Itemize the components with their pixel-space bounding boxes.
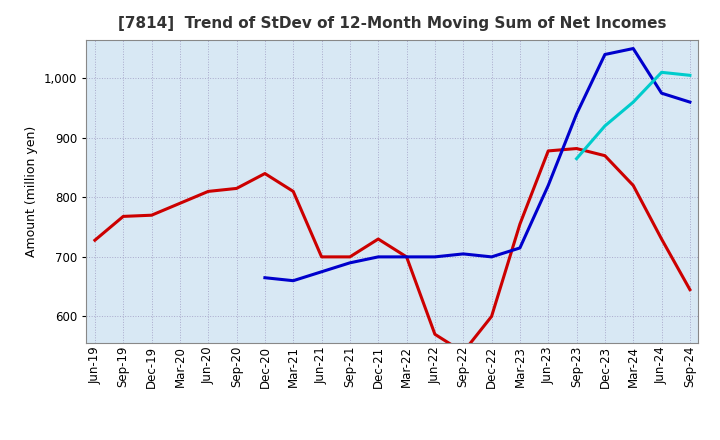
3 Years — [318, 254, 326, 260]
3 Years — [629, 183, 637, 188]
5 Years — [318, 269, 326, 275]
3 Years — [289, 189, 297, 194]
5 Years — [261, 275, 269, 280]
Line: 7 Years: 7 Years — [577, 72, 690, 159]
5 Years — [516, 246, 524, 251]
5 Years — [374, 254, 382, 260]
7 Years — [685, 73, 694, 78]
5 Years — [572, 111, 581, 117]
3 Years — [657, 236, 666, 242]
3 Years — [544, 148, 552, 154]
Y-axis label: Amount (million yen): Amount (million yen) — [25, 126, 38, 257]
3 Years — [261, 171, 269, 176]
7 Years — [657, 70, 666, 75]
3 Years — [204, 189, 212, 194]
5 Years — [431, 254, 439, 260]
3 Years — [374, 236, 382, 242]
5 Years — [459, 251, 467, 257]
3 Years — [233, 186, 241, 191]
5 Years — [685, 99, 694, 105]
3 Years — [600, 153, 609, 158]
3 Years — [176, 201, 184, 206]
3 Years — [459, 349, 467, 355]
7 Years — [572, 156, 581, 161]
Title: [7814]  Trend of StDev of 12-Month Moving Sum of Net Incomes: [7814] Trend of StDev of 12-Month Moving… — [118, 16, 667, 32]
Line: 3 Years: 3 Years — [95, 149, 690, 352]
3 Years — [487, 314, 496, 319]
3 Years — [685, 287, 694, 292]
5 Years — [487, 254, 496, 260]
3 Years — [402, 254, 411, 260]
3 Years — [431, 332, 439, 337]
5 Years — [657, 91, 666, 96]
3 Years — [91, 238, 99, 243]
5 Years — [544, 183, 552, 188]
3 Years — [119, 214, 127, 219]
3 Years — [346, 254, 354, 260]
5 Years — [600, 52, 609, 57]
5 Years — [289, 278, 297, 283]
3 Years — [572, 146, 581, 151]
5 Years — [629, 46, 637, 51]
7 Years — [629, 99, 637, 105]
Line: 5 Years: 5 Years — [265, 48, 690, 281]
5 Years — [402, 254, 411, 260]
3 Years — [516, 221, 524, 227]
7 Years — [600, 123, 609, 128]
3 Years — [148, 213, 156, 218]
5 Years — [346, 260, 354, 265]
